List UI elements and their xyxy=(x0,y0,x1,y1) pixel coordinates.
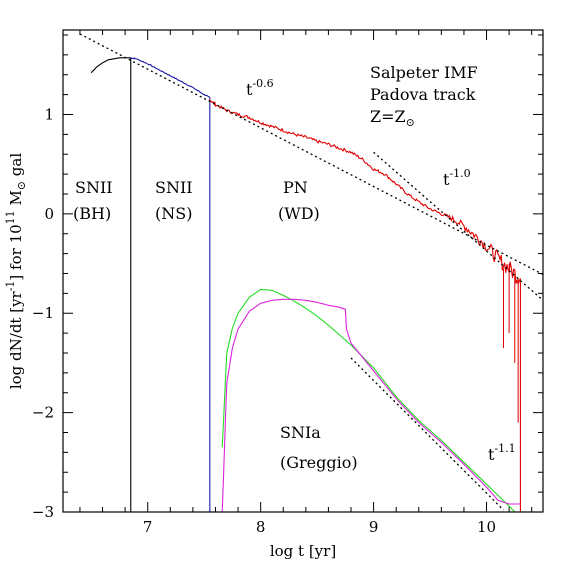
y-tick-label: 0 xyxy=(44,205,54,223)
series-ns-line xyxy=(130,57,211,98)
x-axis-label: log t [yr] xyxy=(270,542,336,560)
pn-sub: (WD) xyxy=(278,204,320,223)
series-snia_magenta-line xyxy=(221,298,521,513)
pn-label: PN xyxy=(283,178,308,197)
slope-06-label: t-0.6 xyxy=(246,77,274,99)
fit-line-2 xyxy=(350,357,504,511)
x-tick-label: 7 xyxy=(143,518,153,536)
x-tick-label: 8 xyxy=(256,518,266,536)
series-snia_green-line xyxy=(221,288,516,513)
imf-label: Salpeter IMF xyxy=(370,63,478,82)
tick-labels: 7 8 9 10 −3 −2 −1 0 1 xyxy=(32,105,496,536)
slope-10-label: t-1.0 xyxy=(443,167,471,189)
series-bh-line xyxy=(90,57,131,74)
plot-lines xyxy=(90,57,521,513)
y-tick-label: 1 xyxy=(44,105,54,123)
metallicity-label: Z=Z⊙ xyxy=(370,107,415,129)
fit-line-0 xyxy=(79,33,544,276)
fit-lines xyxy=(79,33,544,511)
ticks xyxy=(63,30,543,513)
track-label: Padova track xyxy=(370,85,476,104)
snii-bh-label: SNII xyxy=(75,178,113,197)
snia-label: SNIa xyxy=(280,423,321,442)
snii-bh-sub: (BH) xyxy=(73,204,111,223)
y-tick-label: −1 xyxy=(32,304,54,322)
axes-frame xyxy=(62,29,544,513)
snii-ns-sub: (NS) xyxy=(155,204,192,223)
y-axis-label: log dN/dt [yr-1] for 1011 M⊙ gal xyxy=(4,153,28,390)
x-tick-label: 10 xyxy=(477,518,496,536)
y-tick-label: −3 xyxy=(32,503,54,521)
slope-11-label: t-1.1 xyxy=(488,442,516,464)
snii-ns-label: SNII xyxy=(155,178,193,197)
y-tick-label: −2 xyxy=(32,404,54,422)
x-tick-label: 9 xyxy=(369,518,379,536)
series-pn-line xyxy=(209,99,521,286)
snia-sub: (Greggio) xyxy=(280,453,358,472)
